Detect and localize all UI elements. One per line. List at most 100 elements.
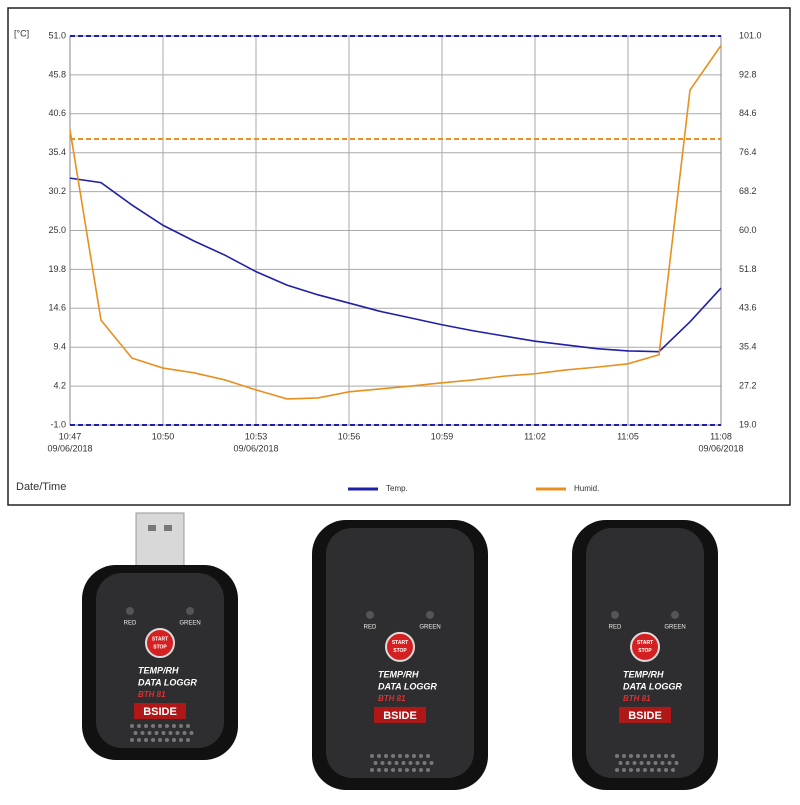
vent-hole bbox=[643, 768, 647, 772]
x-tick-label: 10:47 bbox=[59, 431, 82, 441]
vent-hole bbox=[671, 768, 675, 772]
brand-box bbox=[619, 706, 671, 723]
x-tick-label: 11:08 bbox=[710, 431, 732, 441]
x-tick-label: 10:50 bbox=[152, 431, 175, 441]
plot-border bbox=[69, 35, 722, 426]
device: RED GREEN START STOP TEMP/RH DATA LOGGR BTH 81… bbox=[312, 520, 488, 790]
led-label: RED bbox=[364, 624, 377, 630]
vent-hole bbox=[165, 738, 169, 742]
vent-hole bbox=[674, 761, 679, 765]
legend-label: Temp. bbox=[386, 484, 408, 493]
vent-hole bbox=[419, 768, 423, 772]
y-tick-label: -1.0 bbox=[50, 419, 66, 429]
vent-hole bbox=[660, 761, 665, 765]
led-label: RED bbox=[609, 624, 622, 630]
vent-hole bbox=[657, 754, 661, 758]
device-line2: DATA LOGGR bbox=[378, 681, 437, 691]
vent-hole bbox=[154, 731, 159, 735]
device-line1: TEMP/RH bbox=[623, 669, 664, 679]
y-unit: [°C] bbox=[14, 28, 29, 38]
led-label: RED bbox=[124, 621, 137, 627]
vent-hole bbox=[172, 738, 176, 742]
vent-hole bbox=[137, 724, 141, 728]
vent-hole bbox=[629, 768, 633, 772]
vent-hole bbox=[186, 738, 190, 742]
vent-hole bbox=[422, 761, 427, 765]
vent-hole bbox=[643, 754, 647, 758]
y-tick-label: 60.0 bbox=[739, 225, 757, 235]
y-tick-label: 9.4 bbox=[53, 342, 66, 352]
device-line2: DATA LOGGR bbox=[138, 677, 197, 687]
vent-hole bbox=[182, 731, 187, 735]
button-label: STOP bbox=[153, 644, 167, 650]
vent-hole bbox=[615, 768, 619, 772]
y-tick-label: 101.0 bbox=[739, 30, 762, 40]
button-label: START bbox=[392, 640, 408, 646]
vent-hole bbox=[412, 754, 416, 758]
vent-hole bbox=[130, 738, 134, 742]
vent-hole bbox=[384, 754, 388, 758]
led bbox=[186, 607, 194, 615]
vent-hole bbox=[151, 738, 155, 742]
vent-hole bbox=[426, 768, 430, 772]
y-tick-label: 51.0 bbox=[48, 30, 66, 40]
vent-hole bbox=[158, 738, 162, 742]
led bbox=[426, 610, 434, 619]
device-brand: BSIDE bbox=[383, 710, 417, 722]
vent-hole bbox=[401, 761, 406, 765]
vent-hole bbox=[415, 761, 420, 765]
vent-hole bbox=[408, 761, 413, 765]
x-tick-label: 11:02 bbox=[524, 431, 546, 441]
device-model: BTH 81 bbox=[623, 694, 651, 703]
button-label: STOP bbox=[393, 648, 407, 654]
vent-hole bbox=[625, 761, 630, 765]
vent-hole bbox=[151, 724, 155, 728]
x-date-label: 09/06/2018 bbox=[47, 443, 92, 453]
vent-hole bbox=[398, 768, 402, 772]
y-tick-label: 68.2 bbox=[739, 186, 757, 196]
vent-hole bbox=[384, 768, 388, 772]
vent-hole bbox=[158, 724, 162, 728]
vent-hole bbox=[377, 768, 381, 772]
vent-hole bbox=[140, 731, 145, 735]
vent-hole bbox=[405, 768, 409, 772]
vent-hole bbox=[671, 754, 675, 758]
vent-hole bbox=[189, 731, 194, 735]
vent-hole bbox=[172, 724, 176, 728]
led-label: GREEN bbox=[664, 624, 685, 630]
button-label: STOP bbox=[638, 648, 652, 654]
vent-hole bbox=[144, 724, 148, 728]
vent-hole bbox=[419, 754, 423, 758]
device-line2: DATA LOGGR bbox=[623, 681, 682, 691]
x-tick-label: 11:05 bbox=[617, 431, 639, 441]
vent-hole bbox=[622, 768, 626, 772]
device: RED GREEN START STOP TEMP/RH DATA LOGGR BTH 81… bbox=[572, 520, 718, 790]
x-date-label: 09/06/2018 bbox=[698, 443, 743, 453]
start-button bbox=[385, 631, 415, 662]
device-brand: BSIDE bbox=[143, 706, 177, 718]
y-tick-label: 92.8 bbox=[739, 69, 757, 79]
data-line bbox=[69, 177, 722, 353]
vent-hole bbox=[370, 754, 374, 758]
vent-hole bbox=[391, 754, 395, 758]
vent-hole bbox=[130, 724, 134, 728]
led-label: GREEN bbox=[179, 621, 200, 627]
device-panel bbox=[96, 573, 224, 748]
x-label: Date/Time bbox=[16, 481, 66, 493]
vent-hole bbox=[179, 738, 183, 742]
led bbox=[366, 610, 374, 619]
y-tick-label: 84.6 bbox=[739, 108, 757, 118]
vent-hole bbox=[615, 754, 619, 758]
device-model: BTH 81 bbox=[138, 690, 166, 699]
vent-hole bbox=[639, 761, 644, 765]
vent-hole bbox=[650, 754, 654, 758]
vent-hole bbox=[373, 761, 378, 765]
vent-hole bbox=[629, 754, 633, 758]
led bbox=[126, 607, 134, 615]
data-line bbox=[69, 45, 722, 400]
vent-hole bbox=[394, 761, 399, 765]
led-label: GREEN bbox=[419, 624, 440, 630]
device-line1: TEMP/RH bbox=[378, 669, 419, 679]
device-model: BTH 81 bbox=[378, 694, 406, 703]
led bbox=[671, 610, 679, 619]
